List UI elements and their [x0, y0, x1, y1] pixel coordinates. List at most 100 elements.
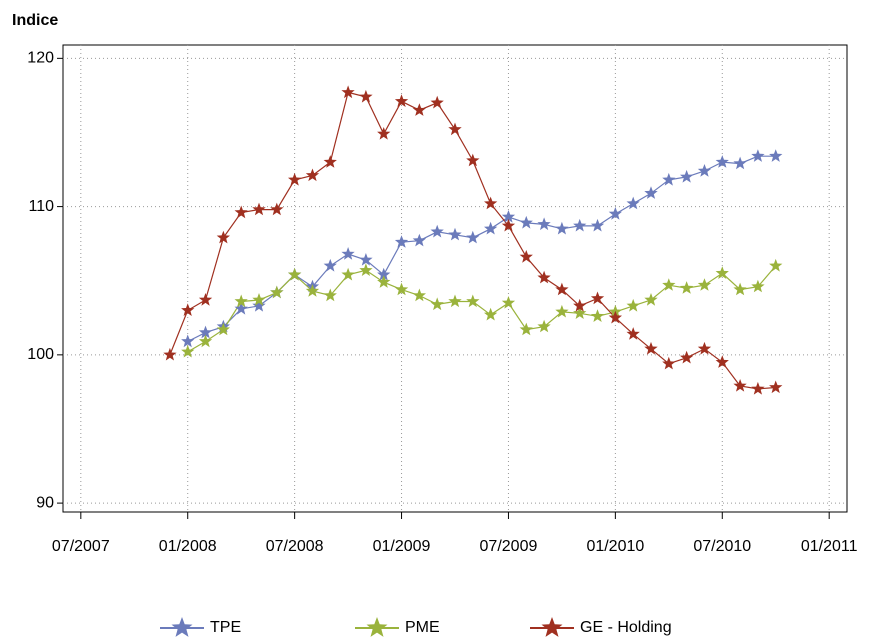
point [234, 301, 248, 315]
series-line [187, 155, 776, 343]
legend-label: PME [405, 619, 440, 636]
chart-title: Indice [12, 12, 58, 29]
point [608, 207, 622, 220]
point [377, 267, 391, 281]
point [697, 341, 712, 355]
point [555, 221, 569, 235]
point [590, 291, 605, 305]
point [394, 235, 409, 248]
x-tick-label: 01/2009 [373, 538, 431, 555]
point [270, 285, 284, 299]
point [412, 103, 426, 116]
point [288, 267, 302, 281]
point [412, 233, 426, 247]
point [216, 322, 230, 336]
point [626, 327, 640, 340]
point [448, 122, 462, 136]
point [573, 218, 587, 232]
legend-label: GE - Holding [580, 619, 672, 636]
legend-marker [366, 617, 388, 637]
y-tick-label: 120 [27, 50, 54, 67]
point [644, 341, 658, 355]
point [305, 284, 320, 297]
point [662, 278, 676, 291]
point [697, 164, 712, 177]
point [680, 350, 694, 364]
point [697, 278, 712, 291]
point [252, 293, 266, 306]
point [733, 156, 747, 170]
point [430, 297, 444, 311]
point [626, 298, 640, 312]
point [733, 379, 747, 392]
legend-marker [541, 617, 563, 637]
point [466, 153, 480, 167]
y-tick-label: 100 [27, 346, 54, 363]
point [590, 218, 605, 232]
point [484, 221, 498, 235]
point [181, 303, 195, 316]
point [644, 293, 658, 306]
point [608, 310, 622, 324]
point [448, 294, 462, 308]
point [323, 155, 337, 168]
plot-frame [62, 44, 848, 513]
point [680, 281, 694, 294]
y-tick-label: 90 [36, 494, 54, 511]
point [359, 263, 373, 276]
point [715, 266, 729, 279]
point [181, 334, 195, 348]
point [519, 322, 533, 336]
legend-marker [171, 617, 193, 637]
point [501, 296, 516, 309]
point [341, 85, 355, 99]
point [644, 186, 658, 199]
point [769, 149, 783, 162]
point [430, 95, 444, 109]
x-tick-label: 01/2011 [801, 538, 858, 555]
point [715, 355, 729, 368]
point [466, 230, 480, 244]
point [412, 288, 426, 302]
point [501, 218, 516, 232]
point [341, 267, 355, 281]
point [537, 270, 551, 284]
point [573, 306, 587, 319]
legend-label: TPE [210, 619, 241, 636]
x-tick-label: 01/2008 [159, 538, 217, 555]
point [288, 172, 302, 186]
point [662, 172, 676, 186]
point [163, 347, 177, 361]
point [377, 127, 391, 140]
point [751, 149, 765, 162]
point [323, 258, 337, 272]
point [769, 258, 783, 272]
point [573, 298, 587, 312]
point [769, 380, 783, 394]
point [234, 294, 248, 308]
point [537, 319, 551, 333]
point [341, 247, 355, 260]
point [715, 155, 729, 168]
point [537, 217, 551, 231]
point [252, 202, 266, 216]
point [519, 215, 533, 229]
point [270, 202, 284, 216]
point [394, 94, 409, 107]
series-line [187, 265, 777, 353]
point [751, 381, 765, 395]
point [323, 288, 337, 302]
point [590, 309, 605, 322]
point [198, 325, 213, 339]
point [519, 250, 533, 263]
point [501, 210, 516, 223]
point [662, 356, 676, 370]
point [466, 294, 480, 308]
point [555, 282, 569, 296]
point [484, 196, 498, 210]
x-tick-label: 07/2009 [480, 538, 538, 555]
y-tick-label: 110 [28, 198, 54, 215]
x-tick-label: 01/2010 [586, 538, 644, 555]
point [252, 298, 266, 312]
